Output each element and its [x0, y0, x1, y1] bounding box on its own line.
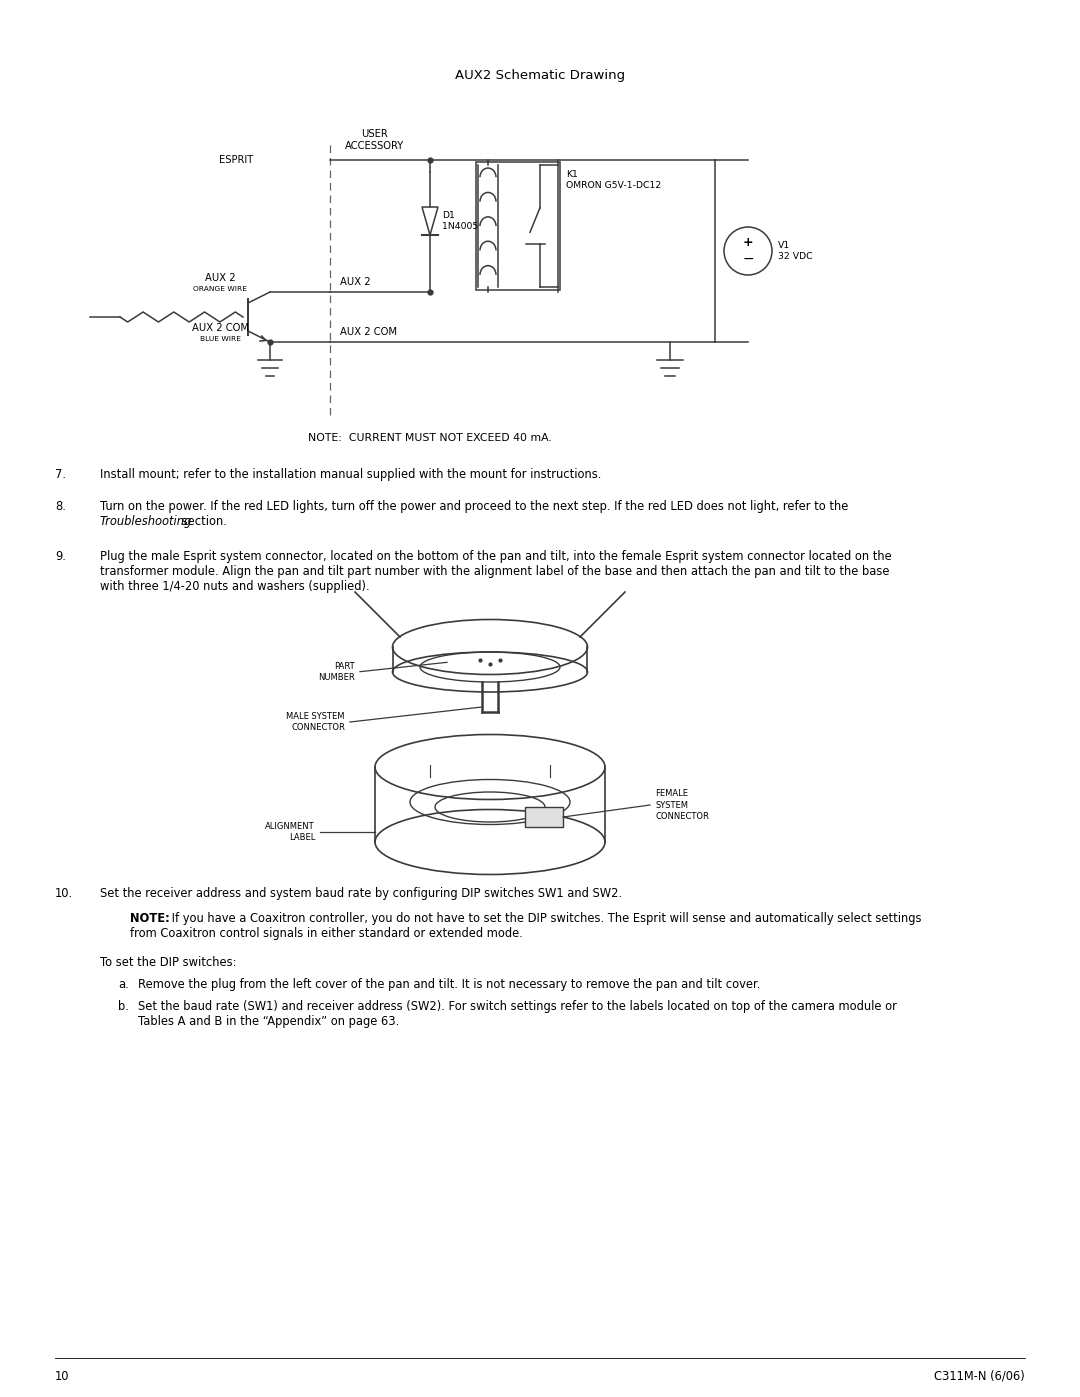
Bar: [525, 807, 563, 827]
Text: Tables A and B in the “Appendix” on page 63.: Tables A and B in the “Appendix” on page…: [138, 1016, 400, 1028]
Text: −: −: [742, 251, 754, 265]
Text: AUX 2: AUX 2: [205, 272, 235, 284]
Text: a.: a.: [118, 978, 129, 990]
Text: b.: b.: [118, 1000, 129, 1013]
Text: with three 1/4-20 nuts and washers (supplied).: with three 1/4-20 nuts and washers (supp…: [100, 580, 369, 592]
Text: BLUE WIRE: BLUE WIRE: [200, 337, 241, 342]
Text: MALE SYSTEM
CONNECTOR: MALE SYSTEM CONNECTOR: [286, 712, 345, 732]
Text: PART
NUMBER: PART NUMBER: [319, 662, 355, 682]
Text: USER
ACCESSORY: USER ACCESSORY: [346, 129, 405, 151]
Text: +: +: [743, 236, 754, 250]
Text: 7.: 7.: [55, 468, 66, 481]
Text: AUX 2 COM: AUX 2 COM: [191, 323, 248, 332]
Text: AUX2 Schematic Drawing: AUX2 Schematic Drawing: [455, 68, 625, 81]
Text: ALIGNMENT
LABEL: ALIGNMENT LABEL: [266, 821, 315, 842]
Text: Plug the male Esprit system connector, located on the bottom of the pan and tilt: Plug the male Esprit system connector, l…: [100, 550, 892, 563]
Text: Turn on the power. If the red LED lights, turn off the power and proceed to the : Turn on the power. If the red LED lights…: [100, 500, 849, 513]
Text: Troubleshooting: Troubleshooting: [100, 515, 192, 528]
Text: K1
OMRON G5V-1-DC12: K1 OMRON G5V-1-DC12: [566, 170, 661, 190]
Text: AUX 2 COM: AUX 2 COM: [340, 327, 397, 337]
Text: ESPRIT: ESPRIT: [219, 155, 253, 165]
Text: C311M-N (6/06): C311M-N (6/06): [934, 1369, 1025, 1383]
Text: V1
32 VDC: V1 32 VDC: [778, 240, 812, 261]
Text: Set the receiver address and system baud rate by configuring DIP switches SW1 an: Set the receiver address and system baud…: [100, 887, 622, 900]
Bar: [476, 162, 561, 291]
Text: from Coaxitron control signals in either standard or extended mode.: from Coaxitron control signals in either…: [130, 928, 523, 940]
Text: 9.: 9.: [55, 550, 66, 563]
Text: Remove the plug from the left cover of the pan and tilt. It is not necessary to : Remove the plug from the left cover of t…: [138, 978, 760, 990]
Polygon shape: [422, 207, 438, 235]
Text: ORANGE WIRE: ORANGE WIRE: [193, 286, 247, 292]
Text: Set the baud rate (SW1) and receiver address (SW2). For switch settings refer to: Set the baud rate (SW1) and receiver add…: [138, 1000, 896, 1013]
Text: AUX 2: AUX 2: [340, 277, 370, 286]
Text: 10: 10: [55, 1369, 69, 1383]
Text: FEMALE
SYSTEM
CONNECTOR: FEMALE SYSTEM CONNECTOR: [654, 789, 708, 820]
Text: NOTE:  CURRENT MUST NOT EXCEED 40 mA.: NOTE: CURRENT MUST NOT EXCEED 40 mA.: [308, 433, 552, 443]
Text: Install mount; refer to the installation manual supplied with the mount for inst: Install mount; refer to the installation…: [100, 468, 602, 481]
Text: transformer module. Align the pan and tilt part number with the alignment label : transformer module. Align the pan and ti…: [100, 564, 890, 578]
Text: D1
1N4005: D1 1N4005: [442, 211, 478, 231]
Text: 10.: 10.: [55, 887, 73, 900]
Text: If you have a Coaxitron controller, you do not have to set the DIP switches. The: If you have a Coaxitron controller, you …: [168, 912, 921, 925]
Text: 8.: 8.: [55, 500, 66, 513]
Text: NOTE:: NOTE:: [130, 912, 170, 925]
Text: To set the DIP switches:: To set the DIP switches:: [100, 956, 237, 970]
Text: section.: section.: [178, 515, 227, 528]
